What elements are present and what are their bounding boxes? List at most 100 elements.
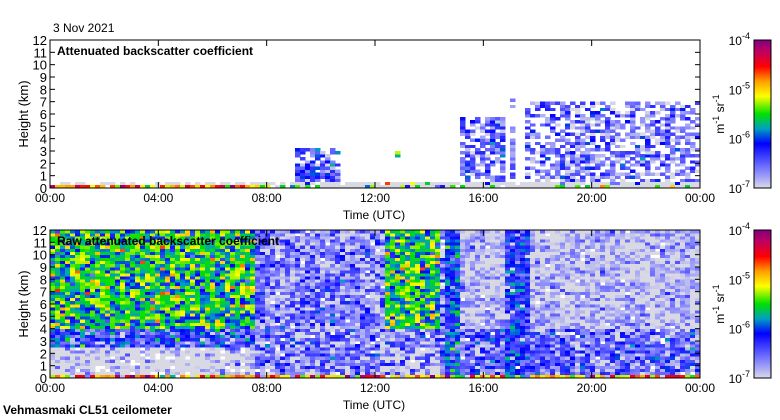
heatmap-cell — [490, 126, 496, 130]
heatmap-cell — [265, 270, 271, 274]
heatmap-cell — [305, 316, 311, 320]
heatmap-cell — [465, 328, 471, 333]
heatmap-cell — [310, 267, 316, 271]
heatmap-cell — [340, 328, 346, 333]
heatmap-cell — [580, 181, 586, 186]
heatmap-cell — [125, 307, 131, 311]
heatmap-cell — [275, 233, 281, 237]
heatmap-cell — [670, 117, 676, 121]
heatmap-cell — [195, 337, 201, 342]
heatmap-cell — [295, 239, 301, 243]
heatmap-cell — [170, 313, 176, 317]
heatmap-cell — [65, 260, 71, 265]
heatmap-cell — [260, 325, 266, 329]
heatmap-cell — [410, 242, 416, 246]
heatmap-cell — [670, 107, 676, 112]
heatmap-cell — [625, 175, 631, 180]
heatmap-cell — [220, 368, 226, 373]
heatmap-cell — [230, 307, 236, 311]
heatmap-cell — [255, 276, 261, 280]
heatmap-cell — [200, 239, 206, 243]
heatmap-cell — [235, 184, 241, 189]
heatmap-cell — [245, 368, 251, 373]
heatmap-cell — [135, 313, 141, 317]
heatmap-cell — [130, 260, 136, 265]
heatmap-cell — [315, 365, 321, 370]
heatmap-cell — [440, 307, 446, 311]
heatmap-cell — [370, 337, 376, 342]
heatmap-cell — [225, 356, 231, 360]
heatmap-cell — [140, 344, 146, 348]
heatmap-cell — [460, 310, 466, 314]
heatmap-cell — [160, 310, 166, 314]
heatmap-cell — [150, 282, 156, 286]
heatmap-cell — [545, 135, 551, 139]
heatmap-cell — [350, 307, 356, 311]
heatmap-cell — [510, 129, 516, 133]
heatmap-cell — [585, 117, 591, 121]
heatmap-cell — [210, 322, 216, 326]
heatmap-cell — [245, 270, 251, 274]
heatmap-cell — [325, 157, 331, 161]
heatmap-cell — [430, 273, 436, 277]
heatmap-cell — [310, 294, 316, 299]
heatmap-cell — [285, 350, 291, 354]
heatmap-cell — [245, 279, 251, 283]
heatmap-cell — [145, 337, 151, 342]
heatmap-cell — [205, 341, 211, 345]
heatmap-cell — [330, 288, 336, 292]
heatmap-cell — [610, 141, 616, 146]
heatmap-cell — [320, 245, 326, 249]
heatmap-cell — [475, 117, 481, 121]
heatmap-cell — [60, 347, 66, 351]
heatmap-cell — [315, 322, 321, 326]
heatmap-cell — [265, 304, 271, 308]
heatmap-cell — [85, 257, 91, 262]
heatmap-cell — [210, 181, 216, 186]
heatmap-cell — [145, 267, 151, 271]
heatmap-cell — [235, 331, 241, 336]
heatmap-cell — [255, 347, 261, 351]
heatmap-cell — [60, 270, 66, 274]
heatmap-cell — [160, 319, 166, 323]
heatmap-cell — [260, 288, 266, 292]
heatmap-cell — [80, 310, 86, 314]
heatmap-cell — [115, 316, 121, 320]
heatmap-cell — [430, 368, 436, 373]
heatmap-cell — [565, 178, 571, 183]
heatmap-cell — [195, 273, 201, 277]
heatmap-cell — [260, 350, 266, 354]
heatmap-cell — [165, 285, 171, 289]
heatmap-cell — [400, 257, 406, 262]
heatmap-cell — [190, 184, 196, 189]
heatmap-cell — [675, 107, 681, 112]
heatmap-cell — [415, 359, 421, 363]
heatmap-cell — [265, 267, 271, 271]
heatmap-cell — [660, 141, 666, 146]
heatmap-cell — [245, 307, 251, 311]
heatmap-cell — [100, 356, 106, 360]
heatmap-cell — [360, 374, 366, 379]
heatmap-cell — [275, 307, 281, 311]
heatmap-cell — [225, 368, 231, 373]
heatmap-cell — [165, 304, 171, 308]
heatmap-cell — [95, 341, 101, 345]
heatmap-cell — [285, 263, 291, 268]
heatmap-cell — [390, 257, 396, 262]
heatmap-cell — [580, 154, 586, 158]
heatmap-cell — [260, 365, 266, 370]
heatmap-cell — [330, 347, 336, 351]
heatmap-cell — [425, 236, 431, 240]
heatmap-cell — [125, 245, 131, 249]
heatmap-cell — [410, 239, 416, 243]
heatmap-cell — [295, 184, 301, 189]
heatmap-cell — [665, 129, 671, 133]
heatmap-cell — [215, 328, 221, 333]
heatmap-cell — [375, 251, 381, 255]
heatmap-cell — [580, 138, 586, 143]
heatmap-cell — [205, 328, 211, 333]
heatmap-cell — [200, 254, 206, 259]
heatmap-cell — [220, 181, 226, 186]
heatmap-cell — [375, 288, 381, 292]
heatmap-cell — [430, 267, 436, 271]
